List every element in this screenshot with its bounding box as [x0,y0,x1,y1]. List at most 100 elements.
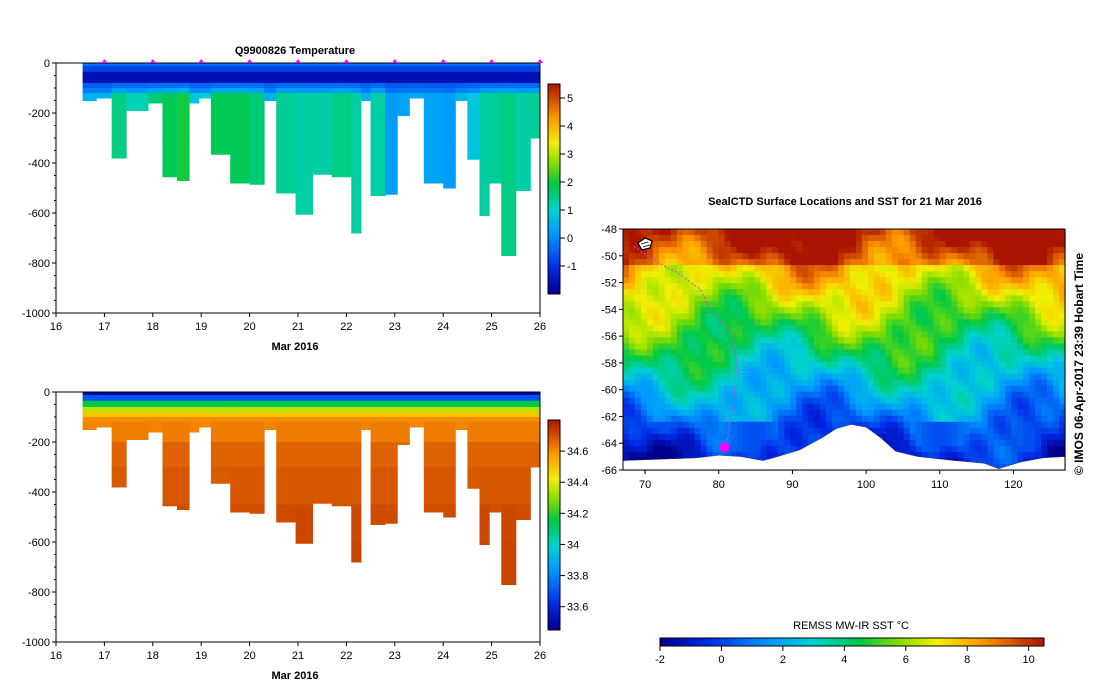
sst-cell [664,391,672,399]
sst-cell [945,253,953,260]
sst-cell [724,313,732,320]
sst-cell [879,379,887,387]
sst-cell [879,307,887,314]
salinity-cell [162,442,178,468]
sst-cell [694,355,702,363]
salinity-cell [295,504,314,543]
sst-cell [826,331,833,338]
sst-cell [903,385,911,393]
sst-cell [1011,373,1018,381]
sst-cell [975,301,982,308]
sst-cell [754,247,761,254]
sst-cell [670,361,678,369]
sst-cell [1023,325,1030,332]
sst-cell [640,265,648,272]
sst-cell [688,307,696,314]
sst-cell [712,241,720,248]
sst-cell [1011,361,1018,369]
sst-cell [754,421,761,429]
sst-cell [838,277,845,284]
sst-cell [802,397,809,405]
sst-cell [688,379,696,387]
sst-cell [736,349,744,357]
salinity-cell [479,395,490,402]
sst-cell [730,343,738,351]
sst-cell [844,319,851,326]
sst-cell [855,235,863,242]
temperature-cell [351,88,362,94]
temperature-cell [370,71,386,79]
sst-cell [808,295,815,302]
sst-cell [623,373,630,381]
sst-cell [808,319,815,326]
sst-cell [646,451,654,459]
sst-cell [688,349,696,357]
salinity-cell [177,442,190,468]
sst-cell [742,379,750,387]
lon-tick-label: 90 [786,479,798,491]
sst-cell [993,421,1000,429]
sst-cell [915,445,923,453]
sst-cell [760,319,767,326]
sst-cell [891,403,899,411]
sst-cell [700,229,708,236]
sst-cell [700,337,708,344]
temperature-cell [210,78,231,84]
salinity-xlabel: Mar 2016 [271,670,318,682]
sst-cell [1023,391,1030,399]
temperature-cell [515,138,531,176]
sst-cell [963,343,971,351]
sst-cell [867,421,875,429]
sst-cell [640,421,648,429]
sst-cell [730,409,738,417]
sst-cell [688,415,696,423]
sst-cell [987,247,994,254]
sst-cell [629,421,636,429]
sst-cell [802,355,809,363]
sst-cell [754,229,761,236]
sst-cell [736,361,744,369]
sst-cell [897,319,905,326]
sst-cell [724,355,732,363]
sst-cell [879,301,887,308]
sst-cell [629,433,636,441]
sst-cell [1053,409,1060,417]
temperature-cell [189,71,200,79]
sst-cell [718,289,726,296]
sst-cell [939,295,947,302]
sst-cell [784,349,791,357]
sst-cell [784,379,791,387]
sst-cell [1005,367,1012,375]
sst-cell [993,307,1000,314]
sst-cell [700,409,708,417]
sst-cell [1029,415,1036,423]
sst-cell [903,409,911,417]
sst-cell [820,259,827,266]
sst-cell [652,349,660,357]
sst-cell [670,445,678,453]
sst-cell [1005,313,1012,320]
sst-cell [754,265,761,272]
sst-cell [760,361,767,369]
sst-cell [718,307,726,314]
sst-cell [778,415,785,423]
sst-cell [1041,385,1048,393]
temperature-cell [264,83,277,89]
sst-cell [945,307,953,314]
sst-cell [1005,295,1012,302]
sst-cell [897,415,905,423]
sst-cell [718,361,726,369]
sst-cell [796,307,803,314]
x-tick-label: 20 [243,650,255,662]
sst-cell [700,433,708,441]
sst-cell [790,331,797,338]
temperature-cell [111,93,127,114]
sst-cell [646,301,654,308]
sst-cell [760,349,767,357]
sst-cell [670,397,678,405]
sst-cell [1029,259,1036,266]
sst-cell [969,439,976,447]
sst-cell [688,367,696,375]
sst-cell [814,427,821,435]
sst-cell [885,367,893,375]
